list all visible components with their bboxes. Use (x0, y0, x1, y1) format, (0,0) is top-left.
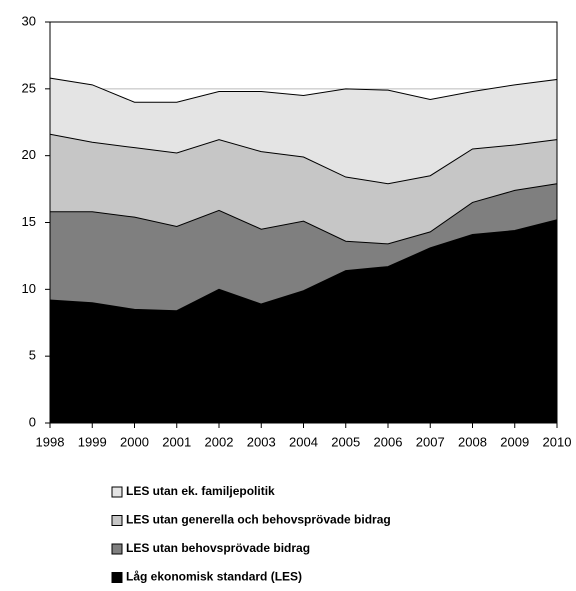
x-tick-label: 2006 (374, 434, 403, 449)
x-tick-label: 2009 (500, 434, 529, 449)
x-tick-label: 2008 (458, 434, 487, 449)
legend-label: Låg ekonomisk standard (LES) (126, 570, 302, 584)
legend-marker (111, 572, 123, 583)
y-tick-label: 10 (22, 281, 36, 296)
y-tick-label: 5 (29, 348, 36, 363)
y-tick-label: 20 (22, 147, 36, 162)
legend-marker (111, 515, 123, 526)
y-tick-label: 0 (29, 414, 36, 429)
x-tick-label: 2003 (247, 434, 276, 449)
legend-label: LES utan generella och behovsprövade bid… (126, 513, 391, 527)
x-tick-label: 2000 (120, 434, 149, 449)
x-tick-label: 2001 (162, 434, 191, 449)
x-tick-label: 1999 (78, 434, 107, 449)
area (49, 219, 558, 424)
x-tick-label: 2007 (416, 434, 445, 449)
y-tick-label: 30 (22, 13, 36, 28)
legend-marker (111, 543, 123, 555)
legend-label: LES utan ek. familjepolitik (126, 484, 275, 498)
legend-marker (111, 486, 123, 498)
y-tick-label: 15 (22, 214, 36, 229)
x-tick-label: 1998 (36, 434, 65, 449)
legend-label: LES utan behovsprövade bidrag (126, 541, 310, 555)
x-tick-label: 2010 (543, 434, 572, 449)
x-tick-label: 2002 (205, 434, 234, 449)
x-tick-label: 2005 (331, 434, 360, 449)
x-tick-label: 2004 (289, 434, 318, 449)
y-tick-label: 25 (22, 80, 36, 95)
